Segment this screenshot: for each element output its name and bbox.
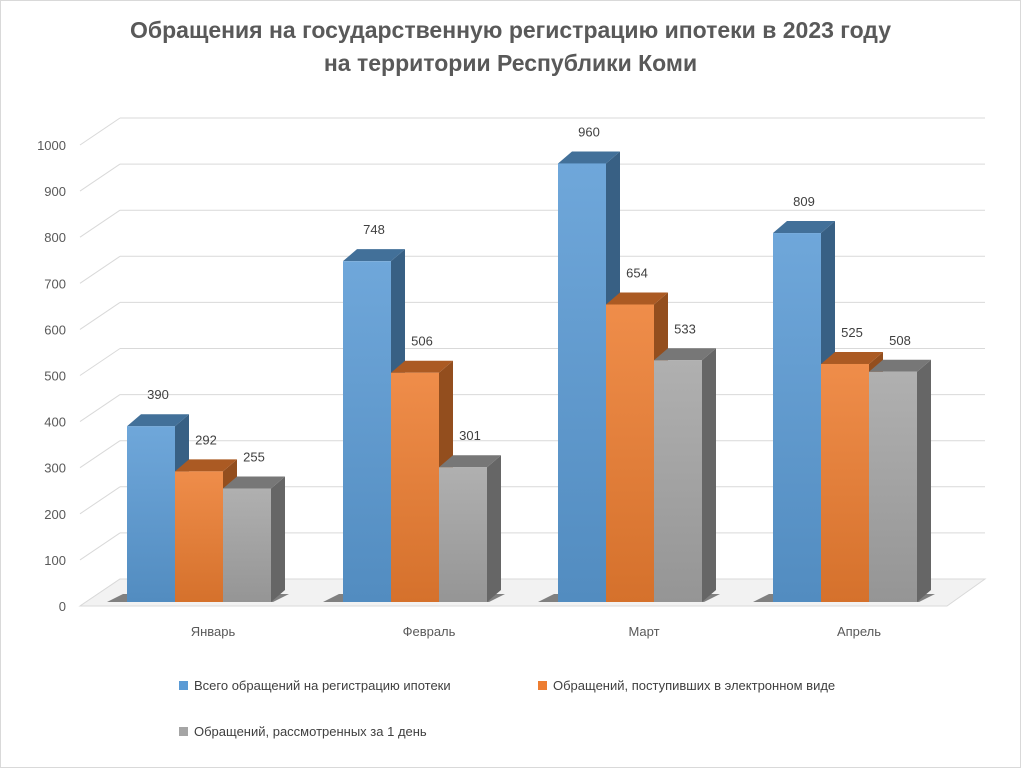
bar-top [343,249,405,262]
chart-title-line-2: на территории Республики Коми [323,50,698,76]
bar [343,261,391,602]
legend-item: Всего обращений на регистрацию ипотеки [179,678,451,693]
bar [654,360,702,602]
bar-top [175,459,237,472]
bar-side [271,476,285,602]
y-tick-label: 700 [44,276,66,291]
legend-label: Обращений, рассмотренных за 1 день [194,724,427,739]
bar-side [487,455,501,602]
chart-title: Обращения на государственную регистрацию… [0,14,1021,80]
bar [223,488,271,602]
bar-top [606,292,668,305]
gridline-diagonal [79,532,121,561]
bar-side [917,359,931,602]
bar [821,363,869,602]
y-tick-label: 400 [44,415,66,430]
data-label: 506 [411,334,433,349]
bar-side [702,348,716,602]
data-label: 748 [363,222,385,237]
x-tick-label: Март [628,624,659,639]
y-tick-label: 0 [59,599,66,614]
gridline-diagonal [79,394,121,423]
bar [558,163,606,602]
data-label: 292 [195,432,217,447]
x-tick-label: Апрель [837,624,881,639]
legend-swatch [179,727,188,736]
bar-top [439,455,501,468]
bar-top [869,359,931,372]
data-label: 390 [147,387,169,402]
bar-top [773,221,835,234]
y-tick-label: 900 [44,184,66,199]
bar-top [127,414,189,427]
bar [391,372,439,602]
data-label: 508 [889,333,911,348]
gridline-diagonal [79,486,121,515]
y-tick-label: 800 [44,230,66,245]
gridline-diagonal [79,348,121,376]
bar [606,304,654,602]
gridline-diagonal [79,301,121,330]
bar-top [223,476,285,489]
y-tick-label: 300 [44,461,66,476]
bar-top [654,348,716,361]
data-label: 533 [674,321,696,336]
gridline-diagonal [79,255,121,284]
y-tick-label: 200 [44,507,66,522]
y-tick-label: 1000 [37,138,66,153]
y-tick-label: 100 [44,553,66,568]
data-label: 301 [459,428,481,443]
gridline-diagonal [79,209,121,238]
bar [127,426,175,602]
legend-swatch [538,681,547,690]
legend-swatch [179,681,188,690]
bar [439,467,487,602]
bar [773,233,821,602]
data-label: 809 [793,194,815,209]
legend-label: Обращений, поступивших в электронном вид… [553,678,836,693]
bar-top [821,351,883,364]
gridline-diagonal [79,117,121,146]
data-label: 960 [578,124,600,139]
legend-item: Обращений, рассмотренных за 1 день [179,724,427,739]
chart-title-line-1: Обращения на государственную регистрацию… [130,17,891,43]
gridline-diagonal [79,440,121,469]
legend-label: Всего обращений на регистрацию ипотеки [194,678,451,693]
y-tick-label: 600 [44,322,66,337]
bar [869,371,917,602]
bar-top [391,360,453,373]
y-tick-label: 500 [44,369,66,384]
data-label: 525 [841,325,863,340]
bar-top [558,151,620,164]
legend-item: Обращений, поступивших в электронном вид… [538,678,835,693]
x-tick-label: Февраль [403,624,456,639]
gridline-diagonal [79,163,121,192]
x-tick-label: Январь [191,624,236,639]
bar [175,471,223,602]
data-label: 255 [243,449,265,464]
data-label: 654 [626,266,648,281]
